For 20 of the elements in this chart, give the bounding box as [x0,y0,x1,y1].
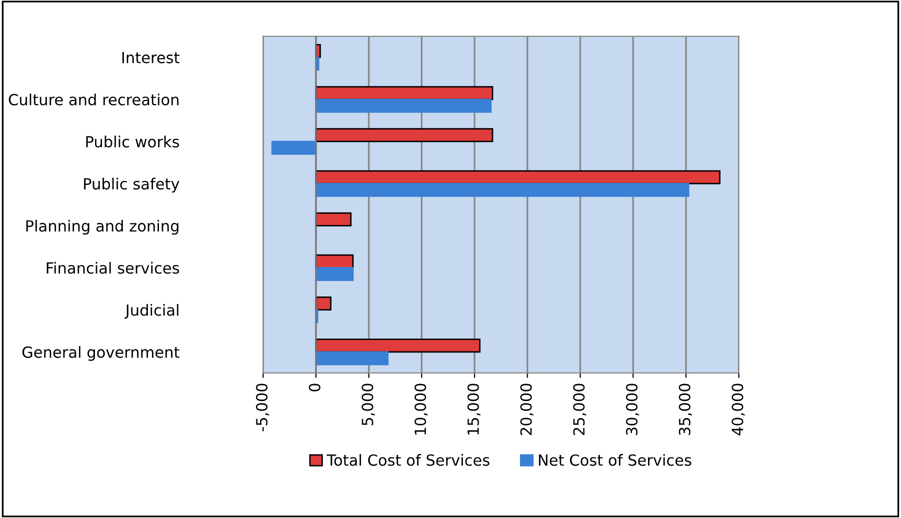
x-tick-label: 10,000 [414,384,428,434]
y-tick-label: Financial services [46,262,180,274]
y-tick-label: General government [22,346,180,361]
x-tick-label: 35,000 [678,384,692,435]
x-tick-label: 25,000 [573,384,586,436]
x-tick-label: 0 [308,384,320,392]
x-tick-label: 20,000 [520,384,534,436]
legend-label: Net Cost of Services [538,454,692,466]
y-tick-label: Public works [86,136,180,148]
x-tick-label: 30,000 [626,384,640,435]
x-tick-label: -5,000 [256,384,270,432]
y-tick-label: Culture and recreation [8,94,178,106]
x-tick-label: 15,000 [467,384,481,434]
y-tick-label: Public safety [84,178,180,193]
y-tick-label: Judicial [124,304,178,319]
y-tick-label: Interest [122,52,180,64]
y-tick-label: Planning and zoning [26,220,178,235]
x-tick-label: 5,000 [362,384,375,426]
x-tick-label: 40,000 [732,384,745,436]
legend-label: Total Cost of Services [326,454,490,466]
